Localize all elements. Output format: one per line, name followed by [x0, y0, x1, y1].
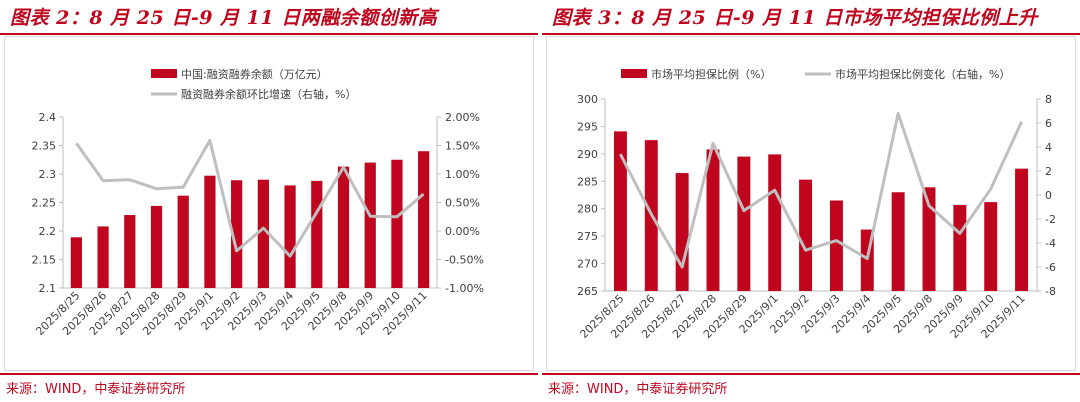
left-bar	[311, 180, 323, 288]
right-legend-line-label: 市场平均担保比例变化（右轴，%）	[835, 67, 1010, 81]
left-y2tick-label: 0.00%	[445, 225, 480, 238]
left-y2tick-label: -1.00%	[445, 282, 484, 295]
right-ytick-label: 280	[577, 203, 598, 216]
right-title-rule	[542, 33, 1080, 35]
right-y2tick-label: 8	[1045, 93, 1052, 106]
left-ytick-label: 2.15	[32, 254, 57, 267]
left-bar	[257, 179, 269, 288]
right-bar	[675, 173, 689, 291]
left-bar	[364, 162, 376, 288]
left-bar	[337, 166, 350, 288]
right-bar	[829, 200, 843, 291]
left-bar	[418, 151, 430, 288]
left-bar	[204, 175, 216, 288]
left-bar	[177, 195, 189, 288]
right-y2tick-label: 4	[1045, 141, 1052, 154]
right-bar	[1015, 168, 1029, 291]
left-bar	[391, 159, 403, 288]
right-bar	[613, 131, 627, 291]
left-source-rule	[0, 373, 538, 375]
right-source-rule	[542, 373, 1080, 375]
right-ytick-label: 300	[577, 93, 598, 106]
right-panel: 图表 3：8 月 25 日-9 月 11 日市场平均担保比例上升 265 270 2…	[542, 0, 1080, 402]
left-y2tick-label: 2.00%	[445, 111, 480, 124]
left-ytick-label: 2.2	[39, 225, 57, 238]
right-bar	[984, 202, 998, 291]
left-bar	[124, 215, 136, 288]
right-bar	[737, 156, 751, 291]
right-bar	[768, 154, 782, 291]
right-y2tick-label: -8	[1045, 285, 1056, 298]
right-ytick-label: 295	[577, 120, 598, 133]
right-y2tick-label: 0	[1045, 189, 1052, 202]
right-chart: 265270275280285290295300-8-6-4-202468202…	[577, 67, 1056, 341]
right-y2tick-label: -2	[1045, 213, 1056, 226]
right-ytick-label: 270	[577, 258, 598, 271]
left-y2tick-label: 1.50%	[445, 140, 480, 153]
left-chart: 2.1 2.15 2.2 2.25 2.3 2.35 2.4 -1.00% -0.50% 0.00…	[32, 67, 484, 338]
right-y2tick-label: 6	[1045, 117, 1052, 130]
left-y2tick-label: 0.50%	[445, 197, 480, 210]
left-ytick-label: 2.25	[32, 197, 57, 210]
right-legend-bar-label: 市场平均担保比例（%）	[651, 67, 771, 81]
right-chart-frame: 265 270 275 280 285 290 295 300 -8 -6 -4 -2 0 2 4 6 8 202…	[546, 36, 1076, 371]
left-bar	[97, 226, 109, 288]
right-line-series	[619, 111, 1023, 269]
right-ytick-label: 285	[577, 175, 598, 188]
left-y2tick-label: -0.50%	[445, 254, 484, 267]
right-ytick-label: 275	[577, 230, 598, 243]
left-source-note: 来源：WIND，中泰证券研究所	[6, 382, 186, 397]
left-legend-line-label: 融资融券余额环比增速（右轴，%）	[181, 87, 356, 101]
left-bar	[284, 185, 296, 288]
right-y2tick-label: -6	[1045, 261, 1056, 274]
left-bar	[70, 237, 82, 288]
right-bar	[922, 187, 936, 291]
left-ytick-label: 2.4	[39, 111, 57, 124]
left-ytick-label: 2.1	[39, 282, 57, 295]
left-title-rule	[0, 33, 538, 35]
left-legend-bar-swatch	[151, 69, 177, 78]
left-panel: 图表 2：8 月 25 日-9 月 11 日两融余额创新高 2.1 2.15 2.2…	[0, 0, 538, 402]
left-legend-bar-label: 中国:融资融券余额（万亿元）	[181, 67, 328, 81]
right-source-note: 来源：WIND，中泰证券研究所	[548, 382, 728, 397]
right-ytick-label: 290	[577, 148, 598, 161]
right-bar	[706, 149, 720, 291]
left-chart-frame: 2.1 2.15 2.2 2.25 2.3 2.35 2.4 -1.00% -0.50% 0.00…	[4, 36, 534, 371]
left-chart-title: 图表 2：8 月 25 日-9 月 11 日两融余额创新高	[10, 7, 438, 29]
right-ytick-label: 265	[577, 285, 598, 298]
left-bar	[150, 205, 163, 288]
right-bar	[891, 192, 905, 291]
left-line-series	[75, 138, 425, 258]
right-bar	[953, 204, 967, 291]
right-legend-bar-swatch	[621, 69, 647, 78]
left-y2tick-label: 1.00%	[445, 168, 480, 181]
right-chart-title: 图表 3：8 月 25 日-9 月 11 日市场平均担保比例上升	[552, 7, 1038, 29]
right-bar	[799, 179, 813, 291]
right-y2tick-label: -4	[1045, 237, 1056, 250]
left-ytick-label: 2.3	[39, 168, 57, 181]
left-ytick-label: 2.35	[32, 140, 57, 153]
right-y2tick-label: 2	[1045, 165, 1052, 178]
left-bar	[231, 180, 243, 288]
